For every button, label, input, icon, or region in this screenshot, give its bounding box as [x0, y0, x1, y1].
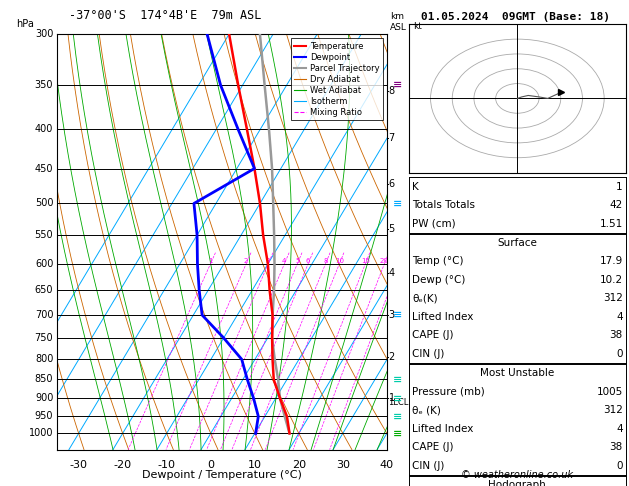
- Text: 1LCL: 1LCL: [389, 398, 409, 407]
- Text: kt: kt: [413, 22, 422, 31]
- Text: 40: 40: [380, 460, 394, 470]
- Text: 0: 0: [616, 349, 623, 359]
- Text: 1005: 1005: [596, 387, 623, 397]
- Text: 3: 3: [389, 310, 394, 320]
- Text: 350: 350: [35, 80, 53, 90]
- Text: 1: 1: [389, 393, 394, 403]
- Text: 42: 42: [610, 200, 623, 210]
- Text: 450: 450: [35, 163, 53, 174]
- Text: 20: 20: [292, 460, 306, 470]
- Text: Surface: Surface: [498, 238, 537, 248]
- Text: Lifted Index: Lifted Index: [412, 312, 474, 322]
- Text: 7: 7: [389, 134, 395, 143]
- Text: 900: 900: [35, 394, 53, 403]
- Text: 17.9: 17.9: [599, 257, 623, 266]
- Legend: Temperature, Dewpoint, Parcel Trajectory, Dry Adiabat, Wet Adiabat, Isotherm, Mi: Temperature, Dewpoint, Parcel Trajectory…: [291, 38, 382, 121]
- Text: 750: 750: [35, 333, 53, 343]
- Text: 700: 700: [35, 310, 53, 320]
- Text: 6: 6: [389, 179, 394, 190]
- Text: θₑ(K): θₑ(K): [412, 294, 438, 303]
- Text: 30: 30: [336, 460, 350, 470]
- Text: 2: 2: [389, 352, 395, 362]
- Text: CAPE (J): CAPE (J): [412, 442, 454, 452]
- Text: 4: 4: [616, 312, 623, 322]
- Text: 10: 10: [335, 258, 344, 264]
- Text: -30: -30: [70, 460, 87, 470]
- Text: K: K: [412, 182, 419, 191]
- Text: 4: 4: [282, 258, 287, 264]
- Text: 312: 312: [603, 405, 623, 415]
- Text: 38: 38: [610, 330, 623, 340]
- Text: 312: 312: [603, 294, 623, 303]
- Text: 3: 3: [266, 258, 270, 264]
- Text: Most Unstable: Most Unstable: [480, 368, 555, 378]
- Text: Totals Totals: Totals Totals: [412, 200, 475, 210]
- Text: ≡: ≡: [393, 80, 403, 90]
- Text: ≡: ≡: [393, 411, 403, 421]
- Text: 8: 8: [323, 258, 328, 264]
- Text: Lifted Index: Lifted Index: [412, 424, 474, 434]
- Text: 600: 600: [35, 259, 53, 269]
- Text: 10.2: 10.2: [599, 275, 623, 285]
- Text: 800: 800: [35, 354, 53, 364]
- Text: ≡: ≡: [393, 428, 403, 438]
- Text: 550: 550: [35, 230, 53, 240]
- Text: ≡: ≡: [393, 310, 403, 320]
- Text: 4: 4: [389, 268, 394, 278]
- Text: CAPE (J): CAPE (J): [412, 330, 454, 340]
- Text: Temp (°C): Temp (°C): [412, 257, 464, 266]
- Text: 01.05.2024  09GMT (Base: 18): 01.05.2024 09GMT (Base: 18): [421, 12, 610, 22]
- Text: 500: 500: [35, 198, 53, 208]
- Text: 1: 1: [208, 258, 213, 264]
- Text: PW (cm): PW (cm): [412, 219, 455, 228]
- Text: Dewpoint / Temperature (°C): Dewpoint / Temperature (°C): [142, 470, 302, 480]
- Text: -20: -20: [114, 460, 131, 470]
- Text: 5: 5: [389, 224, 395, 234]
- Text: θₑ (K): θₑ (K): [412, 405, 441, 415]
- Text: © weatheronline.co.uk: © weatheronline.co.uk: [461, 470, 574, 480]
- Text: ≡: ≡: [393, 394, 403, 403]
- Text: hPa: hPa: [16, 19, 33, 29]
- Text: 15: 15: [361, 258, 370, 264]
- Text: -37°00'S  174°4B'E  79m ASL: -37°00'S 174°4B'E 79m ASL: [69, 9, 262, 22]
- Text: ≡: ≡: [393, 198, 403, 208]
- Text: 2: 2: [244, 258, 248, 264]
- Text: -10: -10: [158, 460, 175, 470]
- Text: 8: 8: [389, 86, 394, 96]
- Text: 850: 850: [35, 374, 53, 384]
- Text: 300: 300: [35, 29, 53, 39]
- Text: Hodograph: Hodograph: [489, 480, 546, 486]
- Text: CIN (J): CIN (J): [412, 349, 444, 359]
- Text: 1.51: 1.51: [599, 219, 623, 228]
- Text: 950: 950: [35, 411, 53, 421]
- Text: 0: 0: [207, 460, 214, 470]
- Text: Dewp (°C): Dewp (°C): [412, 275, 465, 285]
- Text: 4: 4: [616, 424, 623, 434]
- Text: 0: 0: [616, 461, 623, 470]
- Text: 6: 6: [306, 258, 310, 264]
- Text: 1000: 1000: [29, 428, 53, 438]
- Text: CIN (J): CIN (J): [412, 461, 444, 470]
- Text: 10: 10: [248, 460, 262, 470]
- Text: 650: 650: [35, 285, 53, 295]
- Text: 5: 5: [295, 258, 299, 264]
- Text: km
ASL: km ASL: [390, 12, 407, 32]
- Text: Pressure (mb): Pressure (mb): [412, 387, 485, 397]
- Text: 20: 20: [380, 258, 389, 264]
- Text: 38: 38: [610, 442, 623, 452]
- Text: ≡: ≡: [393, 374, 403, 384]
- Text: 400: 400: [35, 124, 53, 135]
- Text: 1: 1: [616, 182, 623, 191]
